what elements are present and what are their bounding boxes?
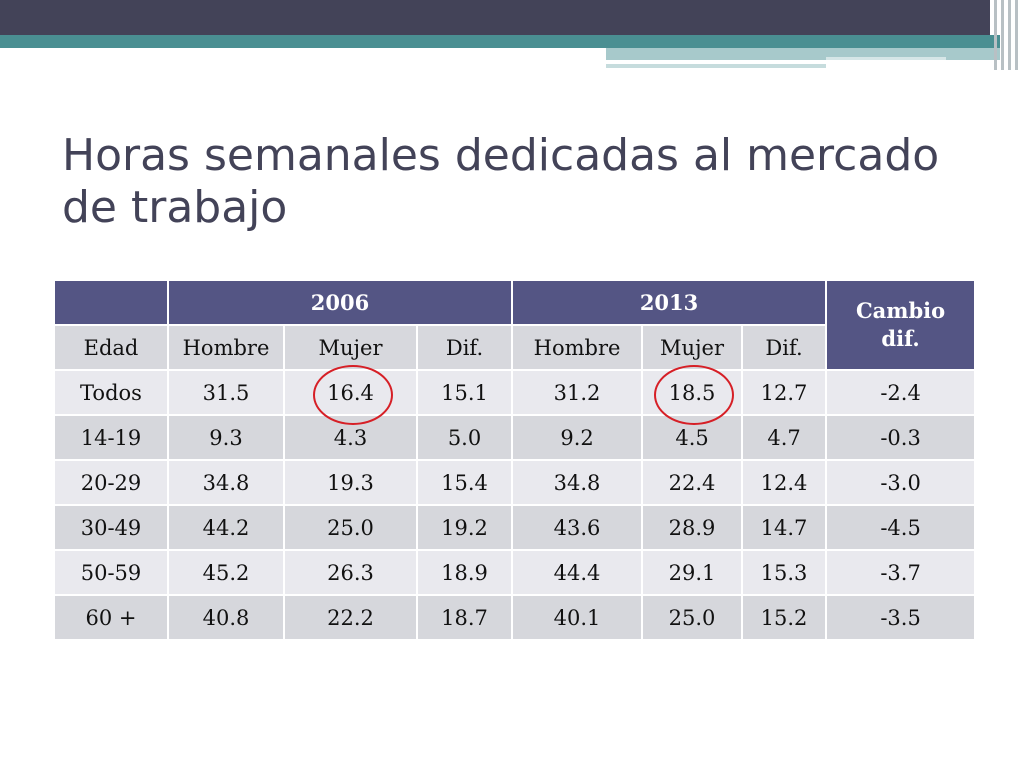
cell-women-2006: 19.3 xyxy=(283,459,418,506)
table-row: 20-29 34.8 19.3 15.4 34.8 22.4 12.4 -3.0 xyxy=(53,459,977,506)
cell-women-2013: 28.9 xyxy=(641,504,744,551)
col-header-women-2006: Mujer xyxy=(283,324,418,371)
cell-age: 60 + xyxy=(53,594,169,641)
col-header-men-2013: Hombre xyxy=(511,324,644,371)
cell-diff-2013: 12.7 xyxy=(741,369,828,416)
cell-change: -4.5 xyxy=(825,504,977,551)
cell-diff-2006: 15.1 xyxy=(415,369,514,416)
column-header-row: Edad Hombre Mujer Dif. Hombre Mujer Dif. xyxy=(53,324,976,371)
cell-diff-2013: 12.4 xyxy=(741,459,828,506)
table-row: Todos 31.5 16.4 15.1 31.2 18.5 12.7 -2.4 xyxy=(53,364,977,425)
slide-title: Horas semanales dedicadas al mercado de … xyxy=(62,130,940,233)
cell-change: -3.7 xyxy=(825,549,977,596)
cell-women-2013: 25.0 xyxy=(641,594,744,641)
cell-diff-2013: 4.7 xyxy=(741,414,828,461)
cell-diff-2006: 19.2 xyxy=(415,504,514,551)
cell-change: -3.5 xyxy=(825,594,977,641)
header-empty-cell xyxy=(53,279,169,326)
cell-women-2013: 18.5 xyxy=(641,364,744,425)
table-row: 60 + 40.8 22.2 18.7 40.1 25.0 15.2 -3.5 xyxy=(53,594,977,641)
cell-diff-2006: 5.0 xyxy=(415,414,514,461)
change-header-label: Cambio dif. xyxy=(855,298,946,351)
cell-men-2013: 34.8 xyxy=(511,459,644,506)
col-header-diff-2006: Dif. xyxy=(415,324,514,371)
cell-women-2013: 4.5 xyxy=(641,414,744,461)
cell-men-2013: 43.6 xyxy=(511,504,644,551)
table-row: 30-49 44.2 25.0 19.2 43.6 28.9 14.7 -4.5 xyxy=(53,504,977,551)
cell-diff-2006: 15.4 xyxy=(415,459,514,506)
cell-men-2013: 31.2 xyxy=(511,369,644,416)
cell-diff-2013: 15.2 xyxy=(741,594,828,641)
cell-men-2006: 31.5 xyxy=(167,369,285,416)
col-header-diff-2013: Dif. xyxy=(741,324,828,371)
cell-change: -3.0 xyxy=(825,459,977,506)
cell-women-2006: 16.4 xyxy=(283,364,418,425)
cell-women-2006: 22.2 xyxy=(283,594,418,641)
cell-value: 16.4 xyxy=(327,380,374,405)
cell-men-2013: 40.1 xyxy=(511,594,644,641)
year-header-2013: 2013 xyxy=(511,279,828,326)
col-header-men-2006: Hombre xyxy=(167,324,285,371)
col-header-age: Edad xyxy=(53,324,169,371)
cell-change: -0.3 xyxy=(825,414,977,461)
cell-change: -2.4 xyxy=(825,369,977,416)
top-bar-accent xyxy=(826,57,946,60)
year-header-row: 2006 2013 Cambio dif. xyxy=(53,279,977,371)
cell-age: 20-29 xyxy=(53,459,169,506)
year-header-2006: 2006 xyxy=(166,279,514,326)
cell-age: 14-19 xyxy=(53,414,169,461)
hours-table: 2006 2013 Cambio dif. Edad Hombre Mujer … xyxy=(53,279,977,641)
cell-diff-2013: 14.7 xyxy=(741,504,828,551)
cell-age: 50-59 xyxy=(53,549,169,596)
cell-women-2006: 25.0 xyxy=(283,504,418,551)
cell-men-2006: 44.2 xyxy=(167,504,285,551)
table-row: 50-59 45.2 26.3 18.9 44.4 29.1 15.3 -3.7 xyxy=(53,549,977,596)
cell-men-2006: 40.8 xyxy=(167,594,285,641)
top-bar-dark xyxy=(0,0,990,35)
cell-age: Todos xyxy=(53,369,169,416)
cell-women-2006: 26.3 xyxy=(283,549,418,596)
change-header: Cambio dif. xyxy=(825,279,977,371)
top-bar-thin xyxy=(606,64,826,68)
cell-women-2013: 22.4 xyxy=(641,459,744,506)
cell-men-2006: 34.8 xyxy=(167,459,285,506)
cell-age: 30-49 xyxy=(53,504,169,551)
cell-diff-2006: 18.7 xyxy=(415,594,514,641)
cell-men-2013: 44.4 xyxy=(511,549,644,596)
table-row: 14-19 9.3 4.3 5.0 9.2 4.5 4.7 -0.3 xyxy=(53,414,977,461)
cell-diff-2013: 15.3 xyxy=(741,549,828,596)
cell-diff-2006: 18.9 xyxy=(415,549,514,596)
cell-men-2013: 9.2 xyxy=(511,414,644,461)
corner-stripes xyxy=(990,0,1024,70)
top-bar-teal xyxy=(0,35,1000,48)
cell-women-2013: 29.1 xyxy=(641,549,744,596)
cell-men-2006: 9.3 xyxy=(167,414,285,461)
col-header-women-2013: Mujer xyxy=(641,324,744,371)
cell-men-2006: 45.2 xyxy=(167,549,285,596)
cell-value: 18.5 xyxy=(668,380,716,405)
cell-women-2006: 4.3 xyxy=(283,414,418,461)
